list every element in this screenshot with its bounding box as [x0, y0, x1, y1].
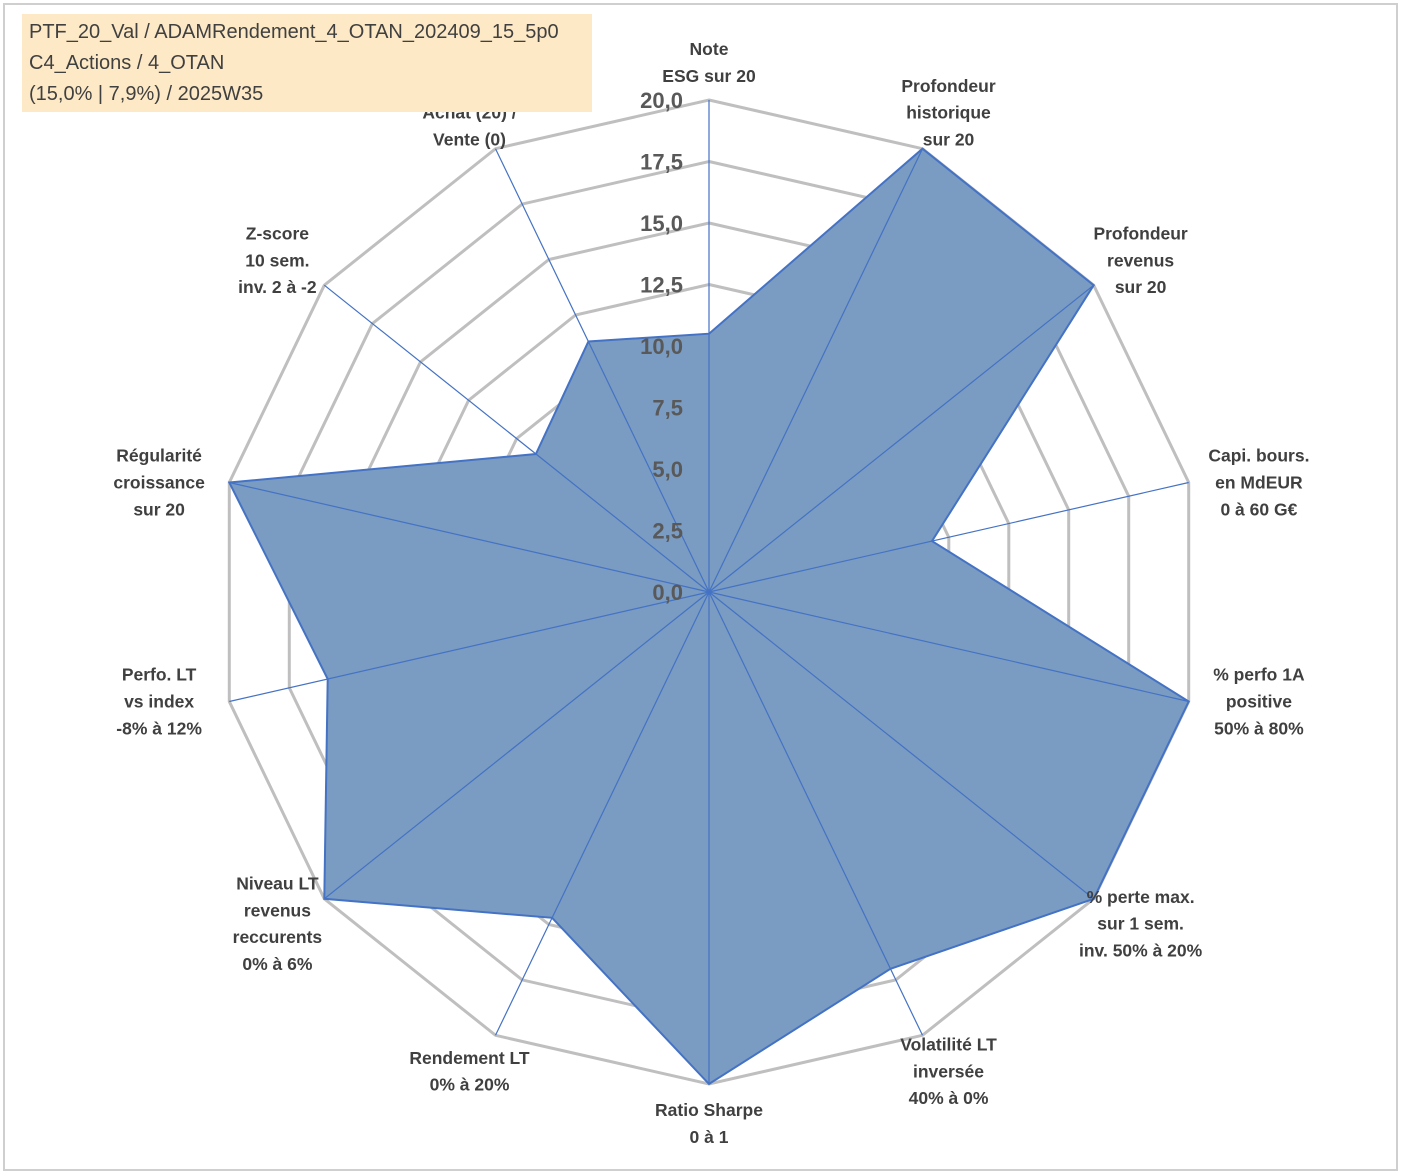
- axis-label-line: Rendement LT: [409, 1048, 530, 1068]
- tick-label-3: 7,5: [652, 396, 683, 421]
- axis-label-line: Perfo. LT: [122, 665, 197, 685]
- axis-spoke-6: [708, 591, 924, 1036]
- axis-label-line: inversée: [913, 1061, 984, 1081]
- axis-label-line: 40% à 0%: [909, 1088, 989, 1108]
- axis-label-line: Profondeur: [1093, 224, 1187, 244]
- axis-label-6: Volatilité LT inversée 40% à 0%: [900, 1035, 997, 1109]
- axis-label-line: inv. 50% à 20%: [1079, 941, 1203, 961]
- axis-spoke-4: [708, 591, 1189, 703]
- tick-label-0: 0,0: [652, 580, 683, 605]
- tick-label-1: 2,5: [652, 519, 683, 544]
- tick-label-7: 17,5: [640, 150, 683, 175]
- axis-spoke-10: [229, 591, 710, 703]
- axis-label-1: Profondeur historique sur 20: [901, 76, 995, 150]
- axis-label-line: sur 1 sem.: [1097, 914, 1184, 934]
- axis-label-10: Perfo. LT vs index -8% à 12%: [116, 665, 202, 739]
- axis-label-11: Régularité croissance sur 20: [113, 446, 205, 520]
- axis-label-12: Z-score 10 sem. inv. 2 à -2: [238, 224, 317, 298]
- axis-label-line: inv. 2 à -2: [238, 277, 317, 297]
- axis-spoke-12: [323, 284, 710, 593]
- title-box: PTF_20_Val / ADAMRendement_4_OTAN_202409…: [22, 14, 592, 112]
- axis-label-line: Capi. bours.: [1208, 446, 1309, 466]
- axis-label-line: 10 sem.: [245, 250, 309, 270]
- axis-spoke-13: [494, 148, 710, 593]
- axis-label-line: 50% à 80%: [1214, 718, 1304, 738]
- axis-label-0: Note ESG sur 20: [662, 39, 756, 86]
- tick-labels: 0,0 2,5 5,0 7,5 10,0 12,5 15,0 17,5 20,0: [640, 88, 683, 605]
- title-line-3: (15,0% | 7,9%) / 2025W35: [29, 83, 264, 105]
- axis-label-line: revenus: [244, 900, 311, 920]
- axis-label-8: Rendement LT 0% à 20%: [409, 1048, 530, 1095]
- axis-label-line: Note: [690, 39, 729, 59]
- axis-label-line: positive: [1226, 692, 1292, 712]
- axis-label-line: croissance: [113, 473, 205, 493]
- axis-label-5: % perte max. sur 1 sem. inv. 50% à 20%: [1079, 887, 1203, 961]
- tick-label-5: 12,5: [640, 273, 683, 298]
- axis-label-line: % perte max.: [1087, 887, 1195, 907]
- axis-spoke-5: [708, 591, 1095, 900]
- axis-label-line: sur 20: [133, 499, 185, 519]
- tick-label-8: 20,0: [640, 88, 683, 113]
- axis-label-line: vs index: [124, 692, 194, 712]
- axis-label-3: Capi. bours. en MdEUR 0 à 60 G€: [1208, 446, 1309, 520]
- axis-spoke-11: [229, 481, 710, 593]
- axis-label-line: % perfo 1A: [1213, 665, 1305, 685]
- axis-label-line: reccurents: [233, 927, 323, 947]
- axis-label-line: Profondeur: [901, 76, 995, 96]
- axis-label-4: % perfo 1A positive 50% à 80%: [1213, 665, 1305, 739]
- axis-label-line: sur 20: [923, 130, 975, 150]
- axis-label-2: Profondeur revenus sur 20: [1093, 224, 1187, 298]
- title-line-1: PTF_20_Val / ADAMRendement_4_OTAN_202409…: [29, 21, 559, 43]
- axis-label-line: 0 à 60 G€: [1220, 499, 1297, 519]
- axis-spoke-8: [494, 591, 710, 1036]
- axis-label-line: ESG sur 20: [662, 66, 756, 86]
- axis-label-line: en MdEUR: [1215, 473, 1303, 493]
- axis-label-7: Ratio Sharpe 0 à 1: [655, 1100, 763, 1147]
- axis-label-line: Niveau LT: [236, 874, 319, 894]
- tick-label-4: 10,0: [640, 334, 683, 359]
- axis-label-line: sur 20: [1115, 277, 1167, 297]
- axis-label-line: 0 à 1: [690, 1127, 729, 1147]
- axis-label-line: -8% à 12%: [116, 718, 202, 738]
- axis-spoke-3: [708, 481, 1189, 593]
- tick-label-2: 5,0: [652, 457, 683, 482]
- axis-label-9: Niveau LT revenus reccurents 0% à 6%: [233, 874, 323, 974]
- axis-label-line: Régularité: [116, 446, 202, 466]
- axis-label-line: 0% à 6%: [242, 954, 312, 974]
- axis-label-line: Ratio Sharpe: [655, 1100, 763, 1120]
- axis-spoke-2: [708, 284, 1095, 593]
- axis-label-line: Z-score: [246, 224, 309, 244]
- title-line-2: C4_Actions / 4_OTAN: [29, 52, 225, 74]
- tick-label-6: 15,0: [640, 211, 683, 236]
- axis-label-line: Vente (0): [433, 130, 506, 150]
- axis-label-line: 0% à 20%: [430, 1075, 510, 1095]
- axis-label-line: historique: [906, 103, 991, 123]
- axis-spoke-9: [323, 591, 710, 900]
- axis-label-line: Volatilité LT: [900, 1035, 997, 1055]
- axis-label-line: revenus: [1107, 250, 1174, 270]
- axis-spoke-1: [708, 148, 924, 593]
- axis-spokes: [229, 100, 1189, 1084]
